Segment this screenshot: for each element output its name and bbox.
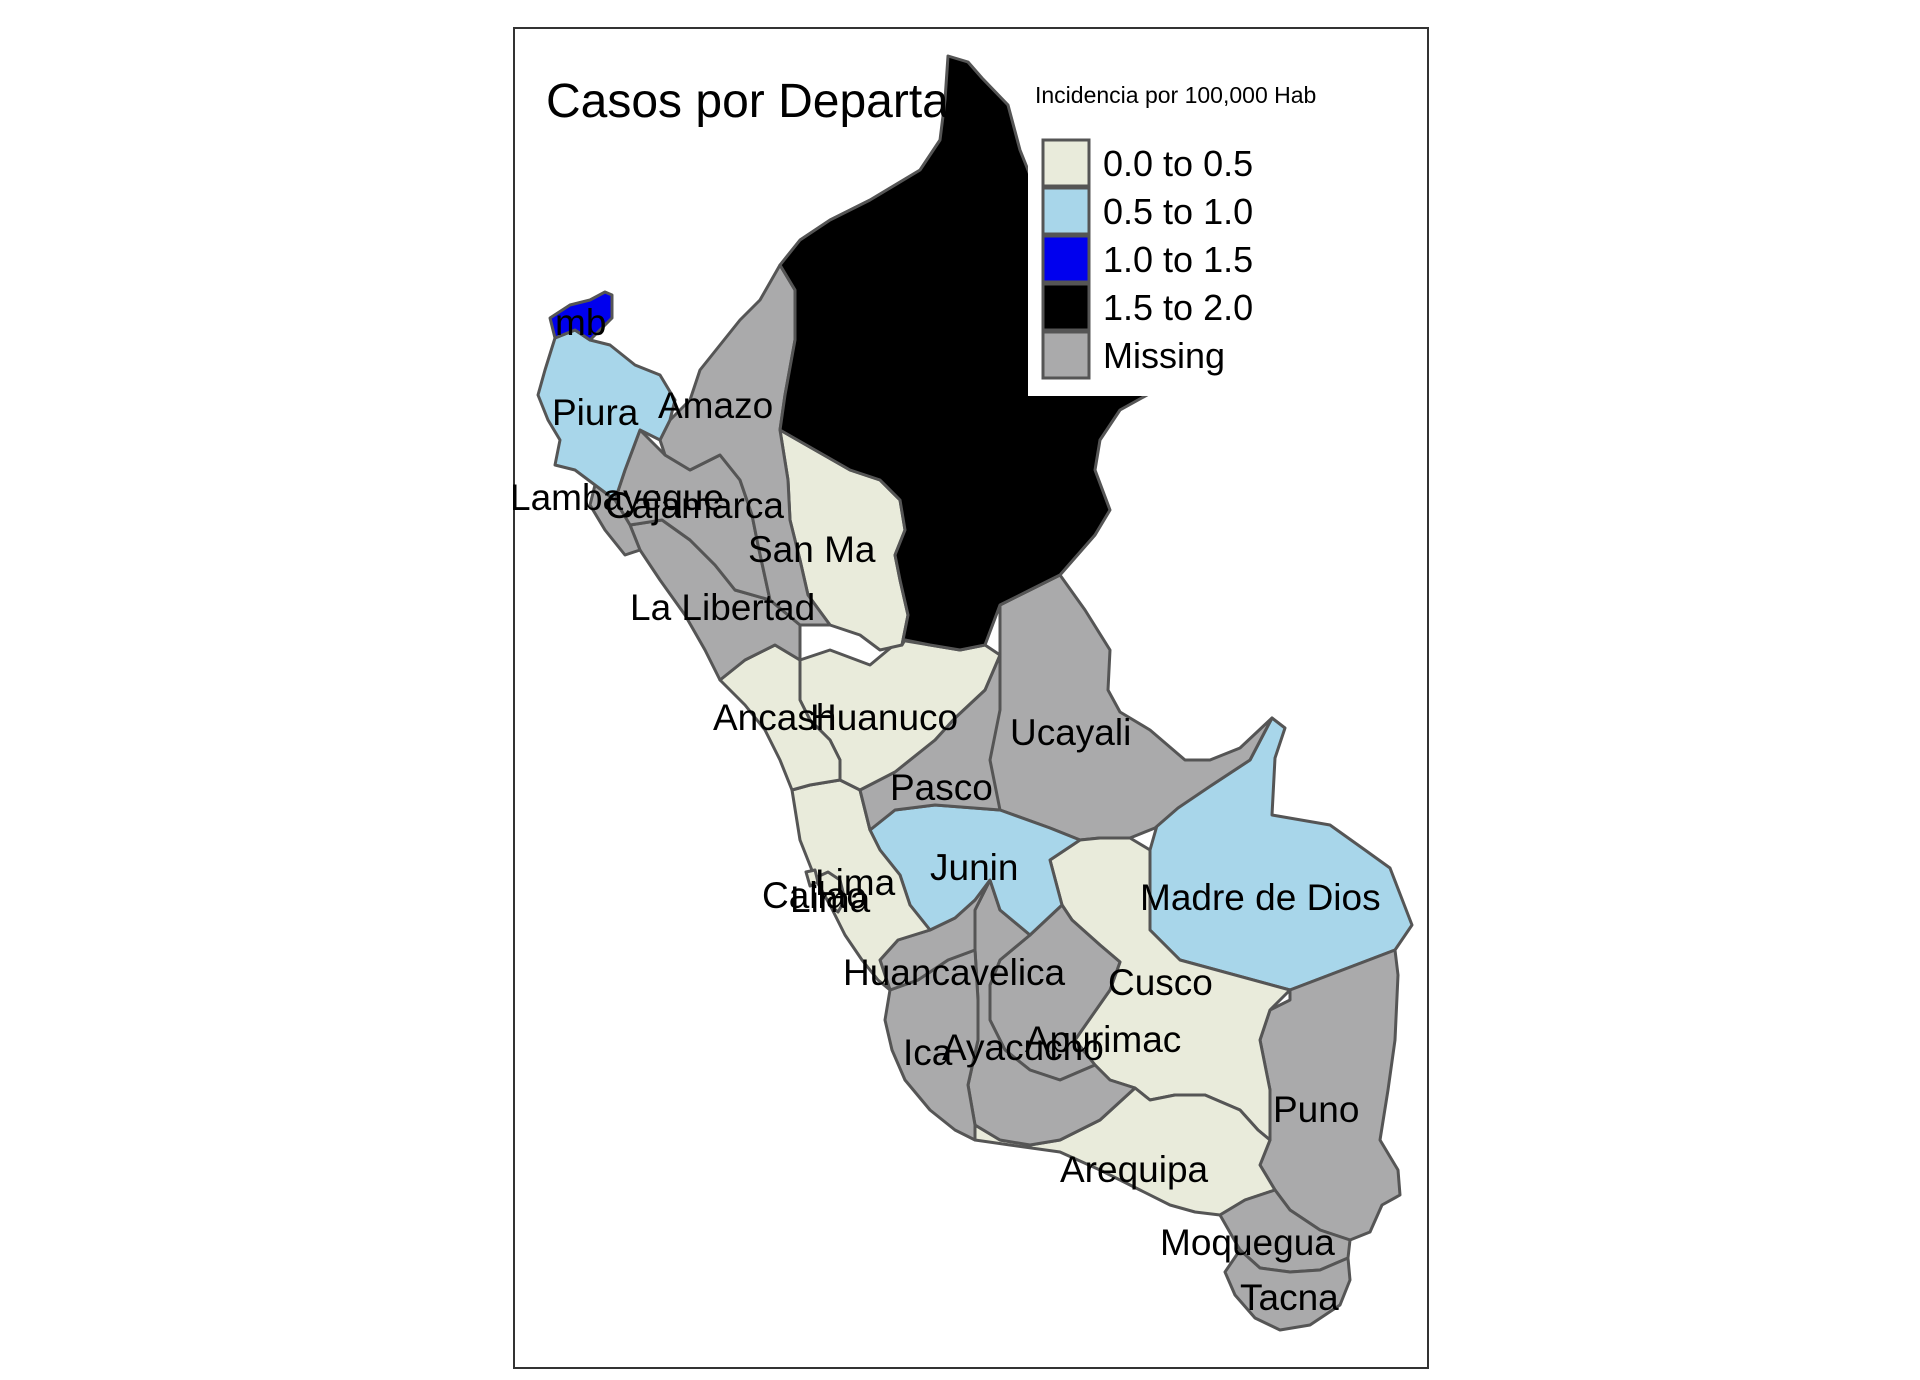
label-cajamarca: Cajamarca [605, 485, 784, 526]
label-san-martin: San Ma [748, 529, 876, 570]
region-lambayeque[interactable] [588, 483, 642, 557]
label-ucayali: Ucayali [1010, 712, 1131, 753]
legend-swatch [1041, 330, 1091, 380]
legend-swatch [1041, 138, 1091, 188]
legend-item-label: Missing [1103, 335, 1225, 376]
label-cusco: Cusco [1108, 962, 1213, 1003]
label-piura: Piura [552, 392, 639, 433]
label-arequipa: Arequipa [1060, 1149, 1209, 1190]
label-ica: Ica [903, 1032, 953, 1073]
label-la-libertad: La Libertad [630, 587, 815, 628]
legend: Incidencia por 100,000 Hab 0.0 to 0.5 0.5… [1028, 66, 1390, 396]
region-tumbes[interactable] [548, 290, 614, 342]
legend-item-label: 1.5 to 2.0 [1103, 287, 1253, 328]
legend-item-label: 0.0 to 0.5 [1103, 143, 1253, 184]
label-amazonas: Amazo [658, 385, 773, 426]
label-ayacucho: Ayacucho [942, 1027, 1104, 1068]
label-huanuco: Huanuco [810, 697, 958, 738]
label-ancash: Ancash [713, 697, 836, 738]
label-apurimac: Apurimac [1025, 1019, 1181, 1060]
label-pasco: Pasco [890, 767, 993, 808]
label-moquegua: Moquegua [1160, 1222, 1335, 1263]
label-puno: Puno [1273, 1089, 1359, 1130]
map-title: Casos por Departam [546, 75, 989, 128]
legend-title: Incidencia por 100,000 Hab [1035, 82, 1316, 108]
region-callao[interactable] [804, 868, 820, 888]
label-callao: Callao [762, 875, 867, 916]
legend-item-label: 1.0 to 1.5 [1103, 239, 1253, 280]
label-loreto: Lore [952, 322, 1026, 363]
label-tumbes: mb [555, 302, 606, 343]
region-tacna[interactable] [1223, 1248, 1352, 1332]
legend-swatch [1041, 234, 1091, 284]
legend-swatch [1041, 282, 1091, 332]
label-tacna: Tacna [1240, 1277, 1339, 1318]
label-lima: Lima [815, 862, 896, 903]
label-madre-de-dios: Madre de Dios [1140, 877, 1381, 918]
region-lima-metropolitana[interactable] [813, 870, 847, 914]
label-lima-metropolitana: Lima [790, 879, 871, 920]
label-huancavelica: Huancavelica [843, 952, 1066, 993]
label-junin: Junin [930, 847, 1018, 888]
legend-item-label: 0.5 to 1.0 [1103, 191, 1253, 232]
region-amazonas[interactable] [658, 263, 832, 627]
legend-swatch [1041, 186, 1091, 236]
region-piura[interactable] [536, 328, 677, 502]
label-lambayeque: Lambayeque [510, 477, 724, 518]
